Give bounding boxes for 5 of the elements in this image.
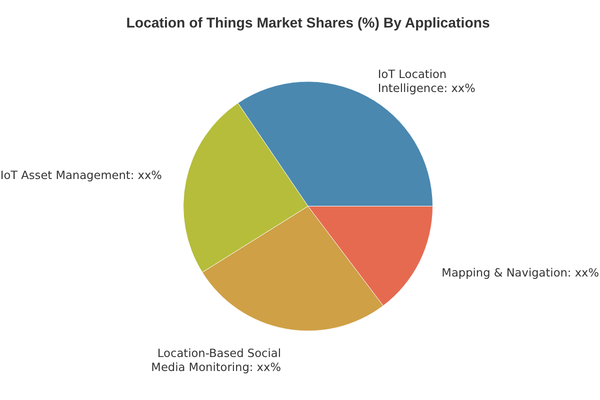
chart-title: Location of Things Market Shares (%) By Applications: [126, 16, 490, 32]
slice-label: Mapping & Navigation: xx%: [442, 266, 600, 280]
slice-label: IoT Location Intelligence: xx%: [378, 67, 476, 96]
slice-label: Location-Based Social Media Monitoring: xx%: [151, 346, 282, 374]
slice-label: IoT Asset Management: xx%: [0, 168, 162, 182]
